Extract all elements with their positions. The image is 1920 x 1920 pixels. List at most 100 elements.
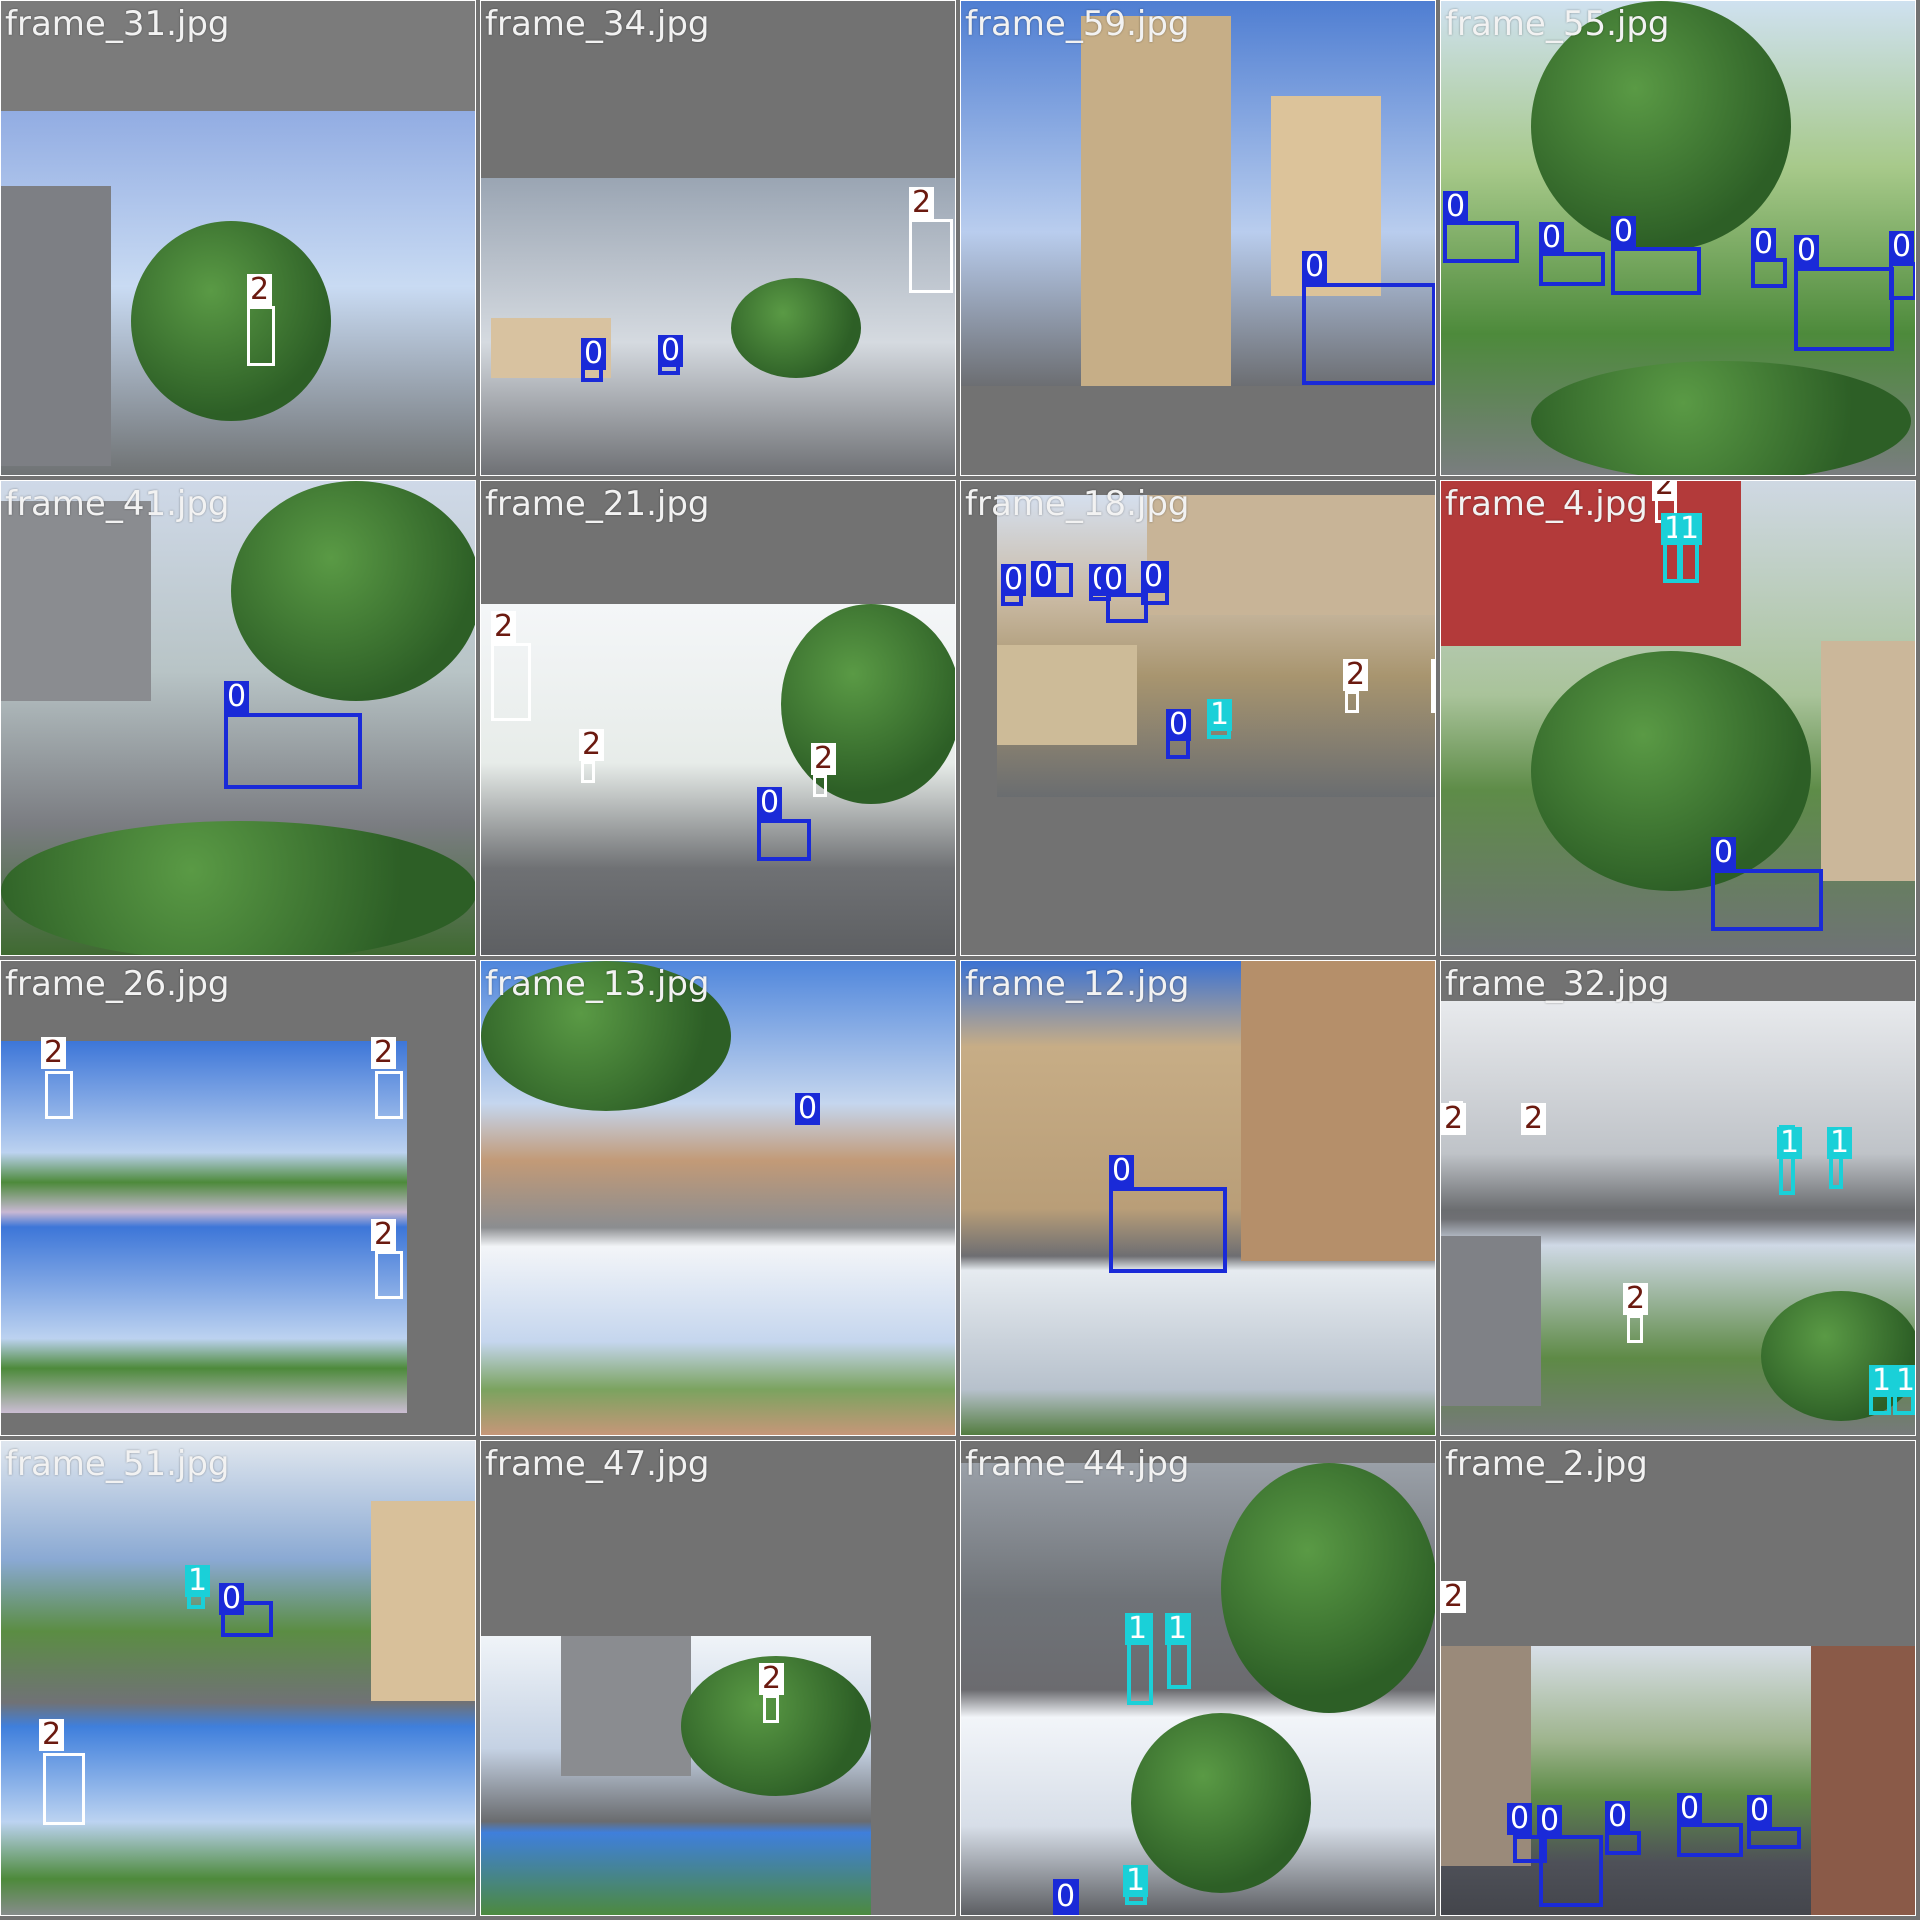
label-class-0: 0 <box>1001 564 1027 596</box>
label-class-2: 2 <box>1623 1283 1649 1315</box>
tile-filename: frame_32.jpg <box>1445 964 1670 1004</box>
tile-filename: frame_44.jpg <box>965 1444 1190 1484</box>
label-class-0: 0 <box>1101 564 1127 596</box>
label-class-2: 2 <box>1521 1103 1547 1135</box>
label-class-1: 1 <box>1207 699 1233 731</box>
box-class-0 <box>1889 262 1915 300</box>
label-class-2: 2 <box>1431 659 1435 691</box>
tile-frame-2: 2 0 0 0 0 0 frame_2.jpg <box>1440 1440 1916 1916</box>
box-class-0 <box>757 819 811 861</box>
label-class-0: 0 <box>1031 561 1057 593</box>
tile-filename: frame_13.jpg <box>485 964 710 1004</box>
box-class-0 <box>1302 283 1435 385</box>
label-class-0: 0 <box>219 1583 245 1615</box>
label-class-1: 1 <box>1125 1613 1151 1645</box>
tile-filename: frame_4.jpg <box>1445 484 1648 524</box>
label-class-2: 2 <box>371 1037 397 1069</box>
box-class-0 <box>1711 869 1823 931</box>
label-class-1: 1 <box>1165 1613 1191 1645</box>
label-class-0: 0 <box>1605 1801 1631 1833</box>
tile-filename: frame_41.jpg <box>5 484 230 524</box>
box-class-2 <box>491 643 531 721</box>
tile-photo <box>1 1441 475 1915</box>
label-class-2: 2 <box>1343 659 1369 691</box>
tile-frame-47: 2 frame_47.jpg <box>480 1440 956 1916</box>
box-class-2 <box>45 1071 73 1119</box>
tile-photo <box>1 481 475 955</box>
tile-filename: frame_34.jpg <box>485 4 710 44</box>
box-class-0 <box>221 1601 273 1637</box>
tile-photo <box>961 1 1435 386</box>
label-class-0: 0 <box>795 1093 821 1125</box>
tile-photo <box>961 1463 1435 1915</box>
tile-photo <box>481 961 955 1435</box>
label-class-0: 0 <box>1751 228 1777 260</box>
label-class-2: 2 <box>41 1037 67 1069</box>
tile-photo <box>961 961 1435 1435</box>
label-class-0: 0 <box>1141 561 1167 593</box>
tile-frame-26: 2 2 2 frame_26.jpg <box>0 960 476 1436</box>
tile-frame-51: 1 0 2 frame_51.jpg <box>0 1440 476 1916</box>
box-class-0 <box>1106 593 1148 623</box>
box-class-2 <box>1345 691 1359 713</box>
label-class-1: 1 <box>1777 1127 1803 1159</box>
label-class-1: 1 <box>1869 1365 1895 1397</box>
tile-frame-55: 0 0 0 0 0 0 frame_55.jpg <box>1440 0 1916 476</box>
label-class-0: 0 <box>1677 1793 1703 1825</box>
box-class-2 <box>763 1695 779 1723</box>
label-class-0: 0 <box>1507 1803 1533 1835</box>
tile-photo <box>1441 1646 1915 1915</box>
tile-filename: frame_59.jpg <box>965 4 1190 44</box>
box-class-0 <box>1539 252 1605 286</box>
tile-photo <box>481 1636 871 1915</box>
tile-frame-31: 2 frame_31.jpg <box>0 0 476 476</box>
label-class-0: 0 <box>1889 231 1915 263</box>
label-class-2: 2 <box>1441 1581 1467 1613</box>
tile-filename: frame_31.jpg <box>5 4 230 44</box>
label-class-0: 0 <box>1053 1881 1079 1913</box>
label-class-0: 0 <box>1794 235 1820 267</box>
box-class-0 <box>1751 258 1787 288</box>
label-class-2: 2 <box>39 1719 65 1751</box>
tile-filename: frame_18.jpg <box>965 484 1190 524</box>
tile-frame-12: 0 frame_12.jpg <box>960 960 1436 1436</box>
tile-frame-59: 0 frame_59.jpg <box>960 0 1436 476</box>
label-class-0: 0 <box>1166 709 1192 741</box>
label-class-2: 2 <box>1652 481 1678 501</box>
tile-frame-32: 2 2 1 1 2 1 1 frame_32.jpg <box>1440 960 1916 1436</box>
tile-filename: frame_55.jpg <box>1445 4 1670 44</box>
box-class-0 <box>1109 1187 1227 1273</box>
label-class-2: 2 <box>811 743 837 775</box>
box-class-0 <box>1605 1831 1641 1855</box>
box-class-2 <box>581 761 595 783</box>
tile-frame-44: 1 1 0 1 2 frame_44.jpg <box>960 1440 1436 1916</box>
box-class-0 <box>1539 1835 1603 1907</box>
tile-frame-13: 0 frame_13.jpg <box>480 960 956 1436</box>
tile-photo <box>1441 1001 1915 1435</box>
label-class-2: 2 <box>371 1219 397 1251</box>
label-class-0: 0 <box>1109 1155 1135 1187</box>
label-class-2: 2 <box>247 274 273 306</box>
label-class-2: 2 <box>759 1663 785 1695</box>
label-class-0: 0 <box>581 338 607 370</box>
label-class-0: 0 <box>1443 191 1469 223</box>
tile-filename: frame_51.jpg <box>5 1444 230 1484</box>
tile-filename: frame_21.jpg <box>485 484 710 524</box>
label-class-2: 2 <box>1441 1103 1467 1135</box>
tile-photo <box>997 495 1435 797</box>
box-class-0 <box>1794 267 1894 351</box>
tile-frame-34: 0 0 2 frame_34.jpg <box>480 0 956 476</box>
label-class-0: 0 <box>224 681 250 713</box>
label-class-2: 2 <box>491 611 517 643</box>
tile-photo <box>1 1041 407 1413</box>
box-class-0 <box>1513 1835 1547 1863</box>
box-class-2 <box>1431 691 1435 713</box>
box-class-2 <box>247 306 275 366</box>
box-class-0 <box>224 713 362 789</box>
tile-filename: frame_12.jpg <box>965 964 1190 1004</box>
tile-frame-41: 0 frame_41.jpg <box>0 480 476 956</box>
label-class-2: 2 <box>1435 1576 1436 1608</box>
box-class-0 <box>1611 247 1701 295</box>
label-class-0: 0 <box>757 787 783 819</box>
